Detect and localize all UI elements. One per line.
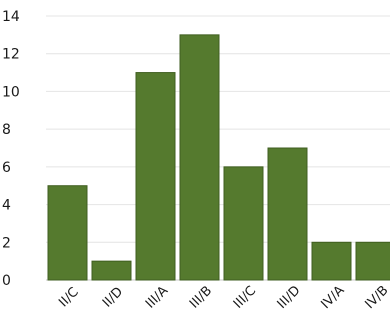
bar [355, 241, 390, 281]
bars [47, 34, 390, 281]
y-axis-ticks: 0 2 4 6 8 10 12 14 [2, 9, 20, 289]
y-tick-label: 4 [2, 198, 11, 214]
y-tick-label: 12 [2, 47, 20, 63]
bar [47, 185, 88, 281]
y-tick-label: 6 [2, 160, 11, 176]
y-tick-label: 14 [2, 9, 20, 25]
bar [267, 147, 308, 281]
y-tick-label: 8 [2, 122, 11, 138]
bar [91, 260, 132, 281]
x-tick-label: III/D [275, 283, 304, 312]
x-tick-label: III/A [143, 283, 171, 311]
x-tick-label: IV/B [363, 283, 390, 312]
x-axis-ticks: II/C II/D III/A III/B III/C III/D IV/A IV/B [56, 283, 390, 312]
x-tick-label: IV/A [319, 283, 348, 312]
bar [179, 34, 220, 281]
x-tick-label: III/B [187, 283, 215, 311]
y-tick-label: 0 [2, 273, 11, 289]
bar [223, 166, 264, 281]
bar [135, 72, 176, 281]
x-tick-label: II/D [100, 284, 126, 310]
y-tick-label: 2 [2, 235, 11, 251]
x-tick-label: II/C [56, 285, 82, 311]
y-tick-label: 10 [2, 84, 20, 100]
bar [311, 241, 352, 281]
x-tick-label: III/C [231, 283, 259, 311]
